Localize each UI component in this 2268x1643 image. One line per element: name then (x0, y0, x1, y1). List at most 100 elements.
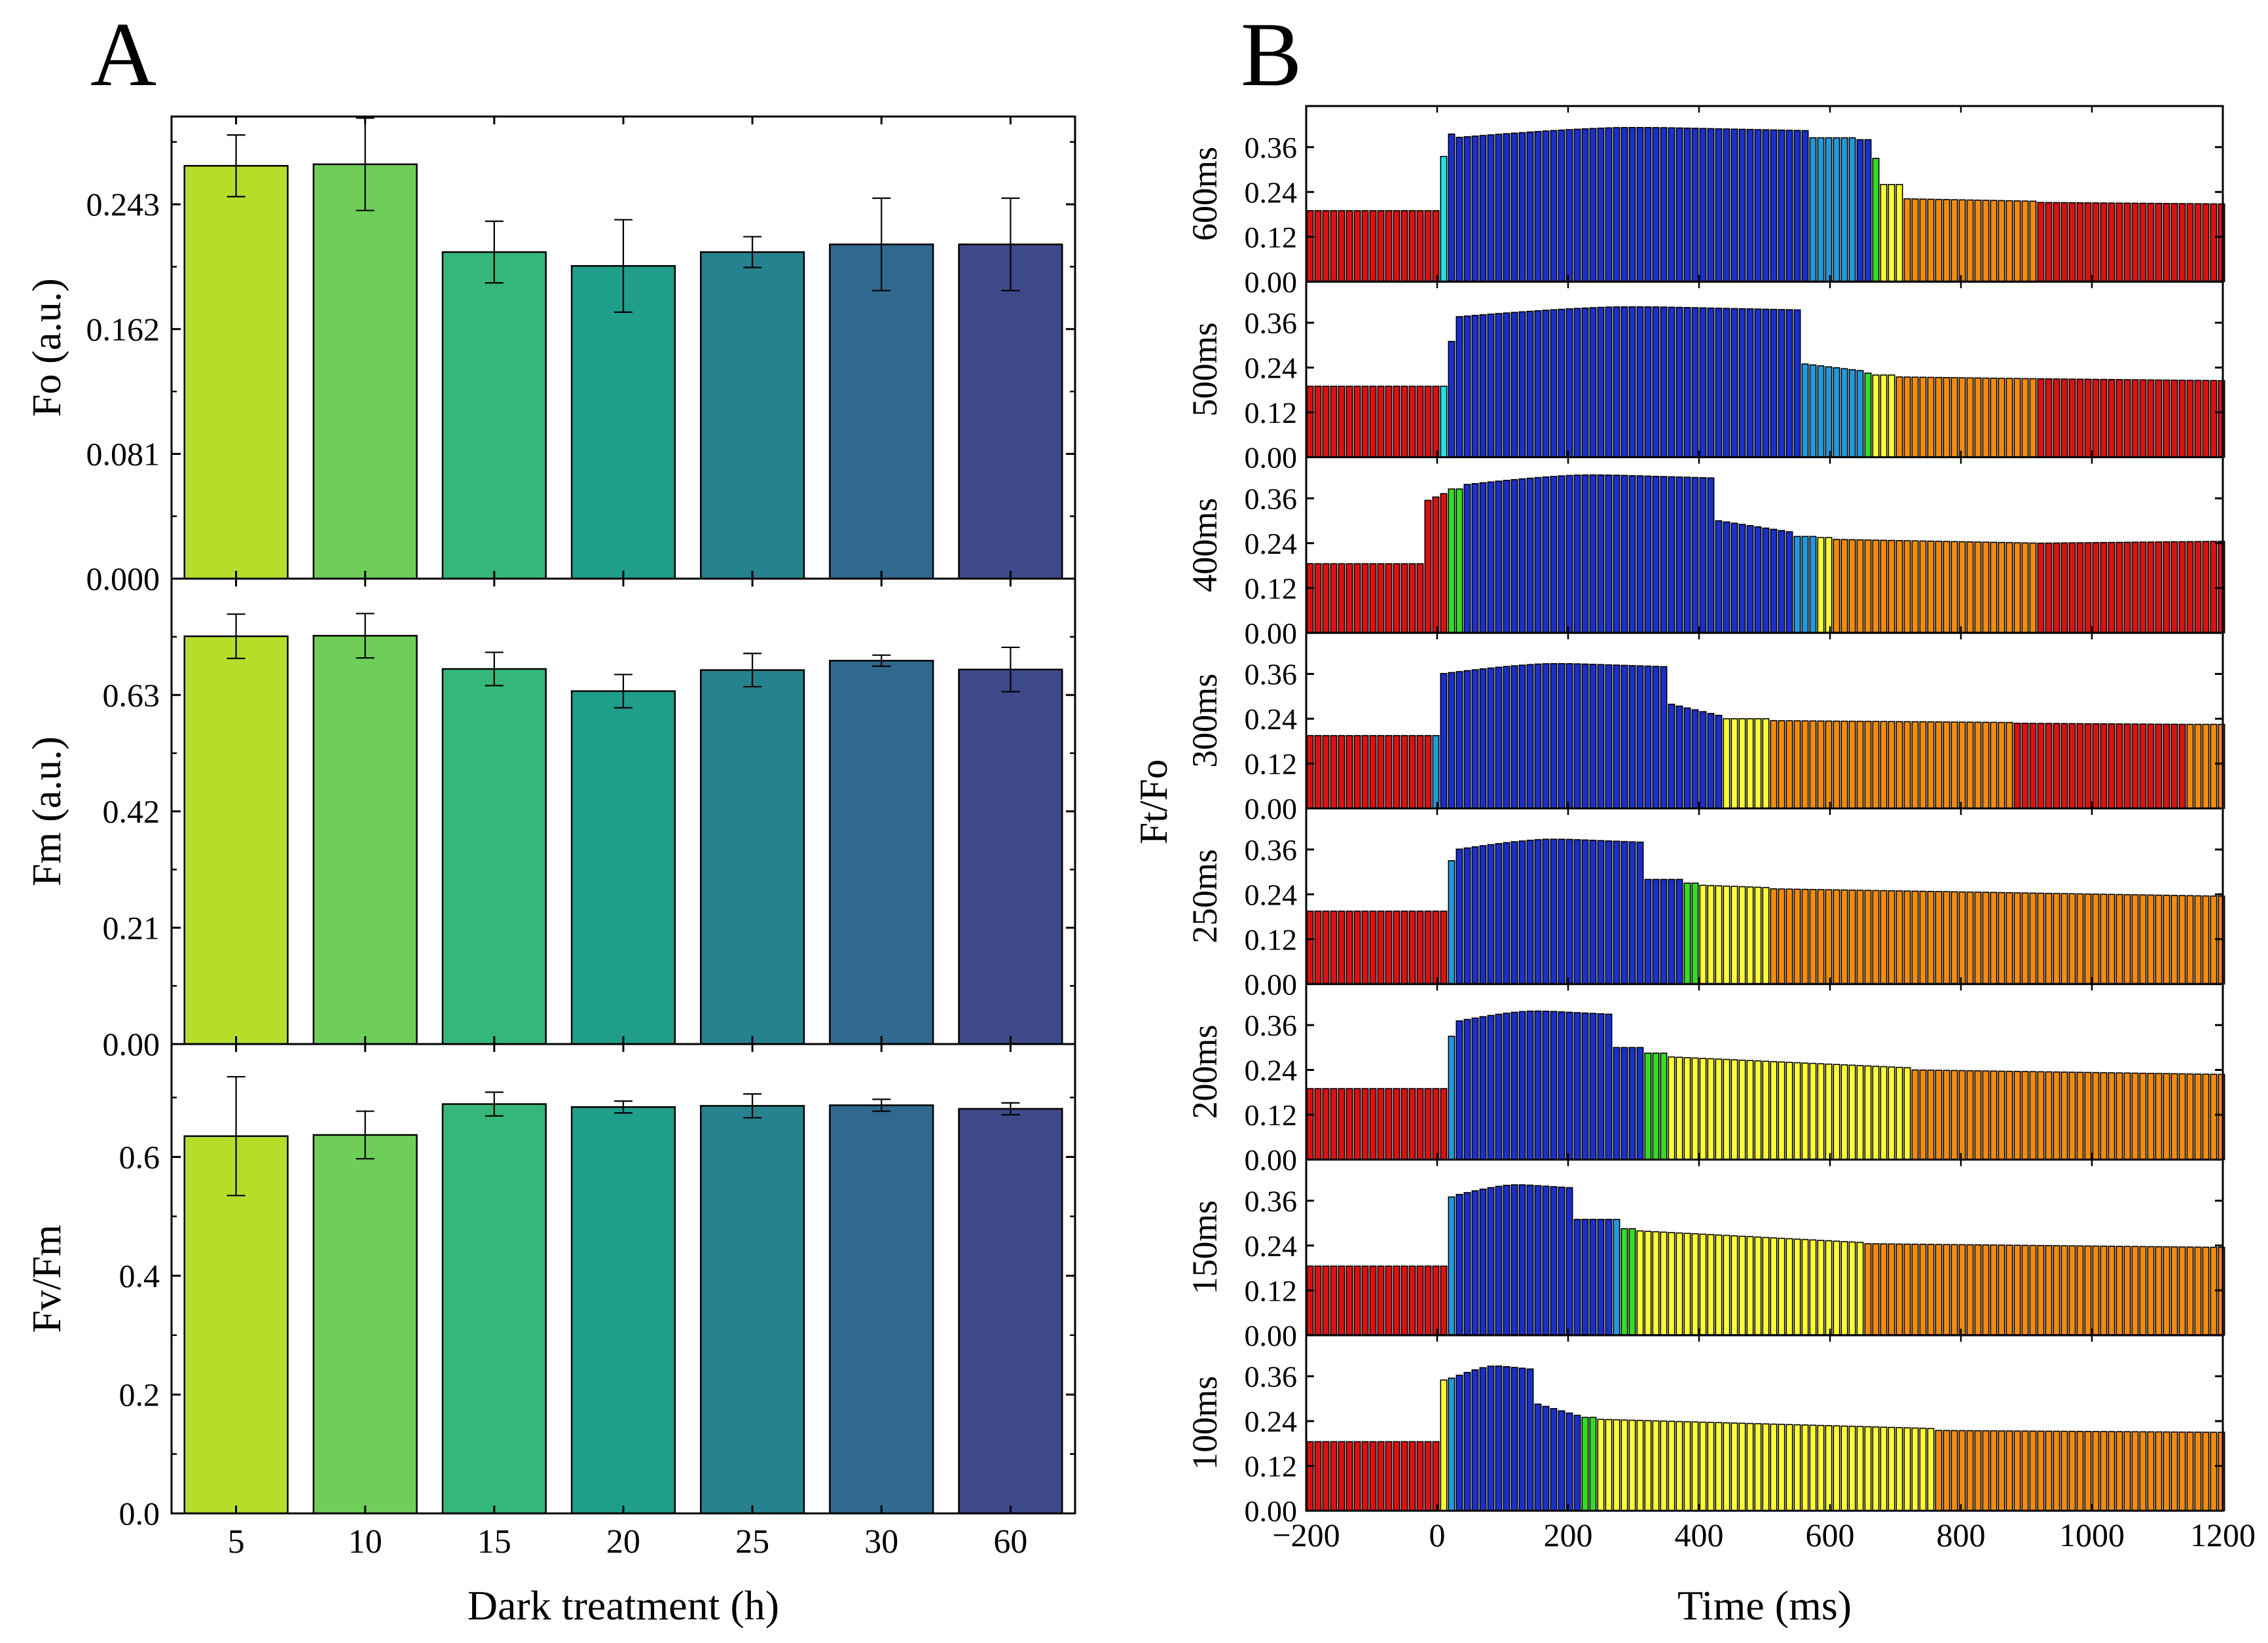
time-bar (1400, 911, 1408, 985)
time-bar (2147, 202, 2155, 283)
time-bar (2092, 202, 2100, 283)
time-bar (1597, 1219, 1605, 1336)
time-bar (1848, 369, 1856, 458)
x-axis-label: Dark treatment (h) (467, 1582, 779, 1629)
panel-b-label: B (1241, 4, 1302, 105)
time-bar (1911, 198, 1919, 283)
time-bar (1503, 842, 1510, 985)
time-bar (2163, 1246, 2170, 1336)
time-bar (2210, 1074, 2218, 1161)
time-bar (2076, 893, 2084, 985)
time-bar (1565, 663, 1573, 809)
time-bar (1660, 1420, 1668, 1511)
time-bar (1455, 488, 1463, 634)
time-bar (2123, 202, 2131, 283)
time-bar (1432, 911, 1440, 985)
time-bar (1943, 721, 1950, 809)
time-bar (1927, 890, 1935, 985)
time-bar (1770, 129, 1778, 283)
time-bar (1691, 307, 1699, 458)
time-bar (1550, 1186, 1558, 1336)
y-tick-label: 0.00 (1245, 967, 1298, 1001)
time-bar (2186, 723, 2194, 809)
time-bar (1440, 1088, 1448, 1161)
time-bar (2155, 202, 2163, 283)
time-bar (1581, 474, 1589, 634)
time-bar (1833, 1064, 1840, 1161)
time-bar (1817, 889, 1825, 985)
time-bar (1707, 307, 1715, 458)
time-bar (1314, 563, 1322, 634)
time-bar (1770, 1061, 1778, 1161)
time-bar (1801, 535, 1809, 634)
time-bar (2060, 378, 2068, 458)
time-bar (1958, 721, 1966, 809)
time-bar (2186, 1246, 2194, 1336)
time-bar (1652, 1231, 1660, 1336)
time-bar (1322, 1088, 1330, 1161)
time-bar (1361, 734, 1369, 809)
time-bar (1675, 476, 1683, 634)
time-bar (1919, 1244, 1927, 1336)
time-bar (2013, 892, 2021, 985)
time-bar (1817, 537, 1825, 634)
bar (700, 251, 805, 580)
time-bar (1408, 1441, 1416, 1511)
time-bar (1668, 306, 1675, 458)
time-bar (1534, 1010, 1542, 1161)
time-bar (1950, 377, 1958, 458)
time-bar (1793, 888, 1801, 985)
time-bar (1542, 1405, 1550, 1511)
time-bar (2170, 723, 2178, 809)
time-bar (1369, 1265, 1377, 1336)
time-bar (2060, 723, 2068, 809)
bar (183, 1135, 289, 1515)
time-bar (1487, 1015, 1495, 1161)
time-bar (1440, 493, 1448, 634)
time-bar (1950, 721, 1958, 809)
time-bar (1542, 663, 1550, 809)
time-bar (1730, 522, 1738, 634)
time-bar (1927, 721, 1935, 809)
time-bar (1597, 840, 1605, 985)
time-bar (1565, 1187, 1573, 1336)
time-bar (2108, 202, 2115, 283)
time-bar (1510, 312, 1518, 458)
time-bar (1848, 1241, 1856, 1336)
time-bar (1966, 721, 1974, 809)
y-tick-label: 0.12 (1245, 1450, 1298, 1483)
time-bar (1833, 1240, 1840, 1336)
time-bar (1440, 156, 1448, 283)
time-bar (2170, 1431, 2178, 1511)
time-bar (1730, 308, 1738, 458)
time-bar (1911, 890, 1919, 985)
time-bar (1809, 535, 1817, 634)
time-bar (1738, 1422, 1746, 1511)
time-bar (1416, 1088, 1424, 1161)
time-bar (2202, 1074, 2210, 1161)
time-bar (1518, 1367, 1526, 1511)
time-bar (1911, 1243, 1919, 1336)
time-bar (1825, 137, 1833, 283)
time-bar (1958, 541, 1966, 634)
time-bar (1526, 1368, 1534, 1511)
time-bar (2021, 892, 2029, 985)
time-bar (1660, 127, 1668, 283)
time-bar (2068, 893, 2076, 985)
time-bar (1487, 667, 1495, 809)
y-tick-label: 0.12 (1245, 396, 1298, 429)
time-bar (1966, 1244, 1974, 1336)
time-bar (1888, 1066, 1895, 1161)
time-bar (2115, 894, 2123, 985)
time-bar (1974, 377, 1982, 458)
time-bar (1801, 1238, 1809, 1336)
time-bar (2053, 542, 2060, 634)
time-bar (2045, 1430, 2053, 1511)
time-bar (1550, 1011, 1558, 1161)
time-bar (2060, 893, 2068, 985)
time-bar (1636, 306, 1644, 458)
bar (312, 163, 418, 580)
time-bar (1589, 1417, 1597, 1511)
y-tick-label: 0.42 (103, 793, 160, 830)
time-bar (1935, 721, 1943, 809)
